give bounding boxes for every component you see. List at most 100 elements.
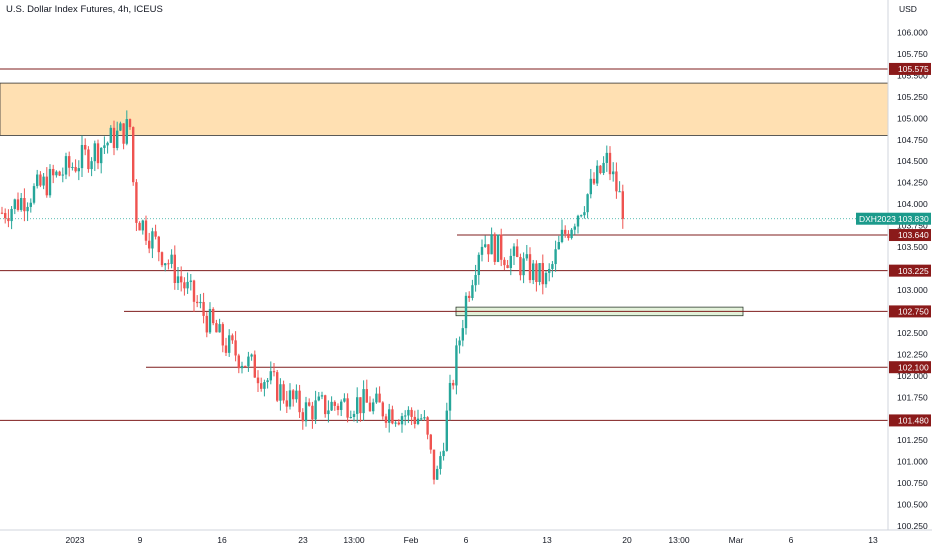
candle-body — [317, 396, 320, 401]
candle-body — [164, 263, 167, 266]
candle-body — [336, 405, 340, 410]
candle-body — [157, 236, 160, 253]
y-tick-label: 103.000 — [897, 285, 928, 295]
level-price-tag — [889, 229, 931, 242]
candle-body — [7, 218, 10, 222]
candle-body — [42, 176, 45, 186]
candle-body — [455, 345, 458, 386]
candle-body — [544, 272, 548, 285]
candle-body — [314, 400, 317, 420]
candle-body — [410, 409, 413, 417]
candle-body — [605, 152, 608, 163]
level-price-tag — [889, 264, 931, 277]
candle-body — [58, 171, 61, 176]
candle-body — [458, 340, 461, 346]
candle-body — [407, 409, 410, 416]
candle-body — [189, 280, 192, 282]
candle-body — [260, 383, 263, 389]
symbol-label: DXH2023 — [859, 214, 896, 224]
candle-body — [557, 242, 560, 250]
candle-body — [391, 409, 394, 424]
symbol-tag — [856, 212, 889, 225]
candle-body — [250, 354, 253, 357]
candle-body — [548, 268, 551, 273]
candle-body — [362, 389, 365, 414]
candle-body — [346, 398, 349, 418]
candle-body — [29, 202, 32, 207]
candle-body — [541, 263, 544, 285]
candle-body — [32, 186, 36, 203]
candle-body — [464, 295, 468, 329]
candle-body — [596, 165, 599, 184]
candle-body — [621, 191, 624, 219]
candle-body — [448, 382, 452, 411]
x-tick-label: Mar — [729, 535, 744, 545]
y-tick-label: 101.250 — [897, 435, 928, 445]
level-price-label: 103.640 — [898, 230, 929, 240]
level-price-tag — [889, 361, 931, 374]
candle-body — [80, 144, 84, 169]
candle-body — [240, 365, 244, 369]
candle-body — [477, 254, 480, 275]
candle-body — [148, 240, 151, 249]
candle-body — [586, 194, 589, 213]
candle-body — [429, 434, 432, 450]
candle-body — [84, 144, 87, 150]
candle-body — [253, 354, 256, 378]
candle-body — [125, 119, 128, 144]
y-tick-label: 104.500 — [897, 156, 928, 166]
candle-body — [580, 215, 583, 217]
candle-body — [10, 208, 13, 222]
candle-body — [311, 405, 314, 420]
candle-body — [16, 199, 20, 210]
y-tick-label: 106.000 — [897, 27, 928, 37]
candle-body — [576, 215, 580, 227]
candle-body — [208, 308, 212, 333]
level-price-label: 105.575 — [898, 64, 929, 74]
y-tick-label: 105.750 — [897, 49, 928, 59]
candle-body — [599, 165, 602, 174]
level-price-label: 102.750 — [898, 307, 929, 317]
candle-body — [612, 171, 615, 175]
candle-body — [138, 222, 141, 231]
candle-body — [487, 244, 490, 255]
candle-body — [205, 315, 208, 333]
candle-body — [468, 295, 471, 298]
x-tick-label: 13 — [542, 535, 552, 545]
candle-body — [570, 229, 573, 239]
candle-body — [55, 171, 58, 176]
candle-body — [212, 308, 215, 324]
candle-body — [333, 401, 336, 406]
candle-body — [324, 395, 327, 415]
candle-body — [231, 335, 234, 341]
candle-body — [484, 244, 487, 247]
candle-body — [52, 168, 55, 176]
candle-body — [445, 410, 448, 451]
candle-body — [413, 416, 416, 425]
y-tick-label: 102.500 — [897, 328, 928, 338]
candle-body — [519, 257, 522, 276]
candle-body — [349, 416, 352, 418]
candle-body — [372, 402, 375, 412]
candle-body — [567, 233, 570, 239]
candle-body — [279, 384, 282, 401]
candle-body — [116, 130, 119, 148]
candle-body — [292, 390, 295, 400]
candle-body — [471, 285, 474, 298]
candle-body — [615, 171, 618, 192]
x-tick-label: 13:00 — [343, 535, 365, 545]
candle-body — [327, 410, 330, 415]
candle-body — [298, 390, 301, 413]
candle-body — [90, 161, 93, 170]
candle-body — [180, 276, 183, 283]
x-tick-label: 13:00 — [668, 535, 690, 545]
candle-body — [26, 206, 29, 212]
levels — [0, 68, 888, 421]
zones — [0, 82, 889, 317]
candle-body — [378, 393, 381, 403]
price-labels: 105.575 103.640 103.225 102.750 102.100 101.4… — [856, 62, 931, 427]
y-tick-label: 104.250 — [897, 178, 928, 188]
candle-body — [202, 301, 205, 316]
y-tick-label: 102.000 — [897, 371, 928, 381]
